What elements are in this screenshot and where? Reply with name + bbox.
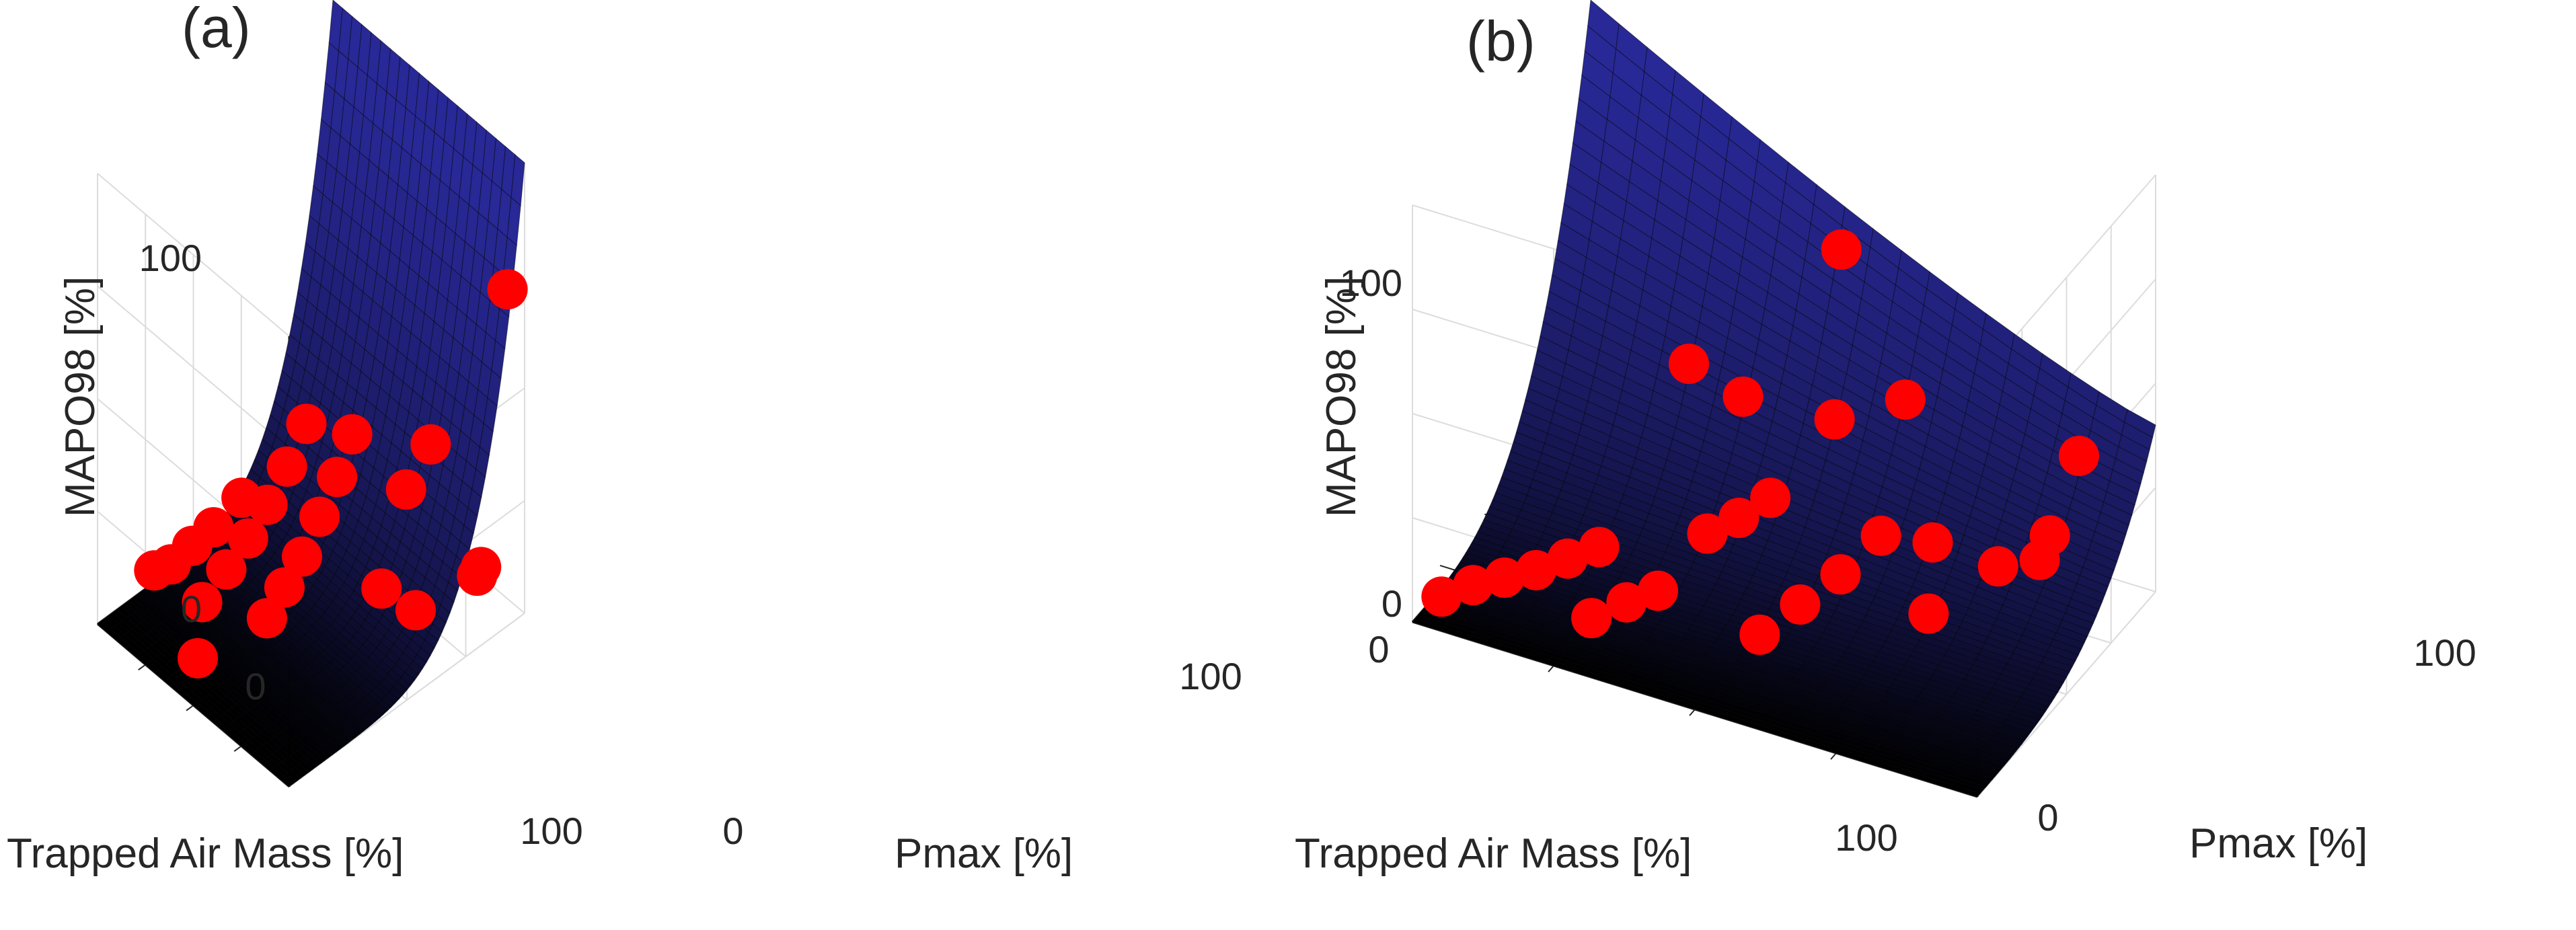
data-point — [1547, 538, 1588, 579]
tick-mark — [1548, 665, 1554, 672]
data-point — [1579, 527, 1620, 568]
data-point — [487, 269, 528, 310]
surface-plot-b: (b) MAPO98 [%] Trapped Air Mass [%] Pmax [%… — [1295, 0, 2476, 877]
surface-mesh — [1412, 0, 2156, 798]
data-point — [1977, 546, 2018, 587]
tick-mark — [138, 664, 146, 671]
z-axis-label: MAPO98 [%] — [1318, 276, 1365, 517]
y-axis-label: Pmax [%] — [895, 830, 1073, 877]
surface-patch — [328, 0, 343, 52]
y-tick-label: 0 — [2037, 796, 2058, 839]
data-point — [1722, 376, 1764, 417]
data-point — [299, 496, 340, 537]
tick-mark — [1830, 752, 1837, 760]
x-axis-label: Trapped Air Mass [%] — [1295, 830, 1692, 877]
data-point — [1687, 513, 1728, 554]
data-point — [332, 414, 373, 455]
data-point — [1571, 598, 1612, 639]
y-tick-label: 100 — [1179, 655, 1242, 697]
data-point — [2059, 436, 2099, 476]
z-tick-label: 0 — [181, 588, 202, 630]
data-point — [1515, 549, 1556, 590]
data-point — [1739, 614, 1780, 655]
data-point — [1912, 522, 1953, 563]
z-tick-label: 0 — [1381, 582, 1402, 625]
data-point — [1718, 498, 1759, 539]
chart-panel-b: (b) MAPO98 [%] Trapped Air Mass [%] Pmax [%… — [1288, 0, 2576, 930]
data-point — [317, 457, 358, 498]
x-tick-label: 100 — [1835, 816, 1897, 859]
x-tick-label: 0 — [1368, 628, 1389, 670]
chart-panel-a: (a) MAPO98 [%] Trapped Air Mass [%] Pmax [%… — [7, 0, 1242, 877]
data-point — [266, 446, 307, 487]
tick-mark — [1439, 564, 1457, 572]
data-point — [1453, 565, 1494, 606]
data-point — [410, 424, 451, 465]
data-point — [206, 549, 247, 590]
data-point — [2019, 539, 2060, 580]
data-point — [1606, 582, 1647, 623]
tick-mark — [186, 705, 194, 711]
data-point — [457, 555, 498, 596]
data-point — [282, 536, 322, 577]
data-point — [247, 484, 288, 525]
data-point — [264, 567, 305, 608]
data-point — [1821, 229, 1862, 270]
data-point — [1421, 576, 1462, 617]
data-point — [1814, 399, 1855, 440]
data-point — [246, 598, 287, 639]
y-axis-label: Pmax [%] — [2189, 820, 2367, 867]
x-axis-label: Trapped Air Mass [%] — [7, 830, 404, 877]
x-tick-label: 100 — [520, 810, 582, 852]
data-point — [1860, 515, 1901, 556]
surface-plot-a: (a) MAPO98 [%] Trapped Air Mass [%] Pmax [%… — [7, 0, 1242, 877]
y-tick-label: 100 — [2413, 631, 2476, 674]
tick-mark — [233, 745, 242, 752]
data-points — [134, 269, 528, 679]
x-tick-label: 0 — [245, 665, 266, 707]
data-point — [1908, 593, 1949, 634]
data-point — [286, 403, 327, 444]
y-tick-label: 0 — [722, 810, 743, 852]
data-point — [193, 507, 234, 548]
tick-mark — [1689, 709, 1696, 716]
panel-label: (b) — [1466, 9, 1536, 73]
panel-label: (a) — [182, 0, 251, 59]
data-point — [1780, 584, 1821, 625]
z-tick-label: 100 — [1340, 262, 1402, 304]
data-point — [1484, 557, 1525, 598]
data-point — [395, 590, 436, 631]
data-point — [385, 469, 426, 510]
data-point — [1638, 570, 1679, 611]
data-points — [1421, 229, 2099, 655]
data-point — [1669, 344, 1709, 384]
z-axis-label: MAPO98 [%] — [57, 276, 104, 517]
z-tick-label: 100 — [139, 237, 202, 279]
data-point — [1885, 379, 1926, 420]
surface-mesh — [97, 0, 525, 787]
data-point — [178, 637, 218, 679]
data-point — [182, 582, 223, 623]
data-point — [1750, 477, 1791, 518]
surface-patch — [1587, 0, 1620, 50]
data-point — [1820, 554, 1861, 595]
data-point — [227, 518, 268, 559]
data-point — [361, 568, 402, 609]
